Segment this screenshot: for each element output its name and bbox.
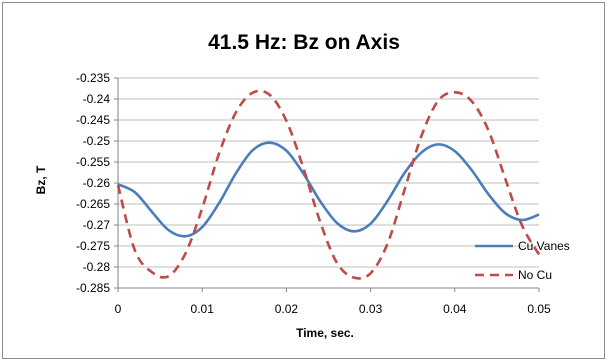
chart-frame: 41.5 Hz: Bz on Axis -0.235 -0.24 -0.245 -0.… bbox=[2, 2, 605, 359]
legend-label: No Cu bbox=[518, 268, 552, 282]
y-tick-label: -0.285 bbox=[76, 281, 110, 295]
legend-label: Cu Vanes bbox=[518, 239, 570, 253]
y-axis-title: Bz, T bbox=[34, 165, 48, 194]
y-tick-label: -0.26 bbox=[83, 176, 111, 190]
x-axis-title: Time, sec. bbox=[296, 326, 354, 340]
x-tick-label: 0.03 bbox=[359, 302, 383, 316]
y-tick-label: -0.255 bbox=[76, 155, 110, 169]
y-tick-label: -0.28 bbox=[83, 260, 111, 274]
legend: Cu Vanes No Cu bbox=[475, 239, 570, 282]
y-tick-label: -0.275 bbox=[76, 239, 110, 253]
y-tick-label: -0.245 bbox=[76, 113, 110, 127]
chart-title: 41.5 Hz: Bz on Axis bbox=[208, 31, 400, 54]
y-tick-labels: -0.235 -0.24 -0.245 -0.25 -0.255 -0.26 -0.265 -… bbox=[76, 71, 110, 295]
x-tick-label: 0.04 bbox=[443, 302, 467, 316]
x-tick-label: 0.01 bbox=[191, 302, 215, 316]
x-tick-labels: 0 0.01 0.02 0.03 0.04 0.05 bbox=[115, 302, 551, 316]
axes bbox=[114, 77, 540, 292]
series-line-cu-vanes bbox=[117, 141, 540, 238]
y-tick-label: -0.27 bbox=[83, 218, 111, 232]
x-tick-label: 0 bbox=[115, 302, 122, 316]
y-tick-label: -0.235 bbox=[76, 71, 110, 85]
x-tick-label: 0.05 bbox=[527, 302, 551, 316]
x-tick-label: 0.02 bbox=[275, 302, 299, 316]
series-group bbox=[116, 89, 541, 280]
y-tick-label: -0.25 bbox=[83, 134, 111, 148]
chart-svg: 41.5 Hz: Bz on Axis -0.235-0.24-0.245-0.… bbox=[34, 31, 570, 340]
series-line-no-cu bbox=[116, 89, 541, 280]
y-tick-label: -0.265 bbox=[76, 197, 110, 211]
gridlines bbox=[118, 77, 539, 268]
y-tick-label: -0.24 bbox=[83, 92, 111, 106]
